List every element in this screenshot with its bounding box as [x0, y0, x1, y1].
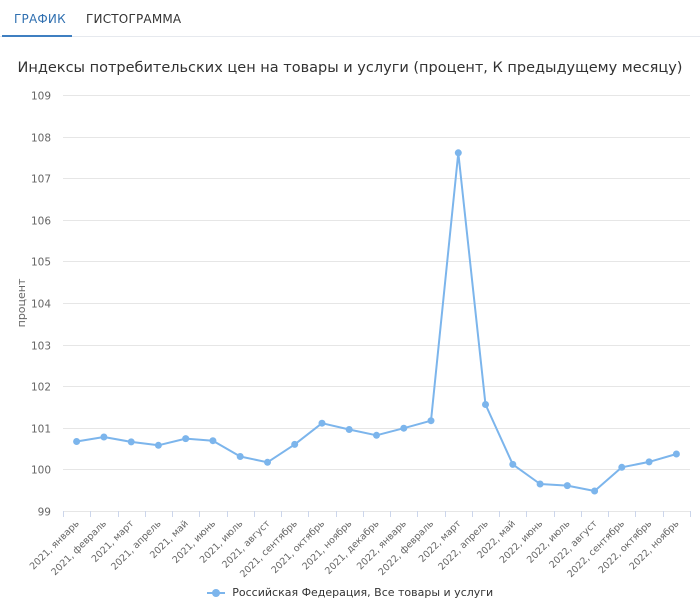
- data-point[interactable]: [509, 460, 517, 468]
- tab-chart-label: ГРАФИК: [14, 12, 66, 26]
- data-point[interactable]: [482, 401, 489, 408]
- y-tick-label: 101: [31, 424, 51, 436]
- y-axis-label: процент: [15, 278, 28, 327]
- active-tab-indicator: [2, 35, 72, 37]
- y-axis-ticks: 109 108 107 106 105 104 103 102 101 100 99: [31, 91, 51, 519]
- data-point[interactable]: [373, 431, 380, 439]
- data-point[interactable]: [182, 435, 190, 443]
- data-point[interactable]: [427, 417, 435, 425]
- y-tick-label: 102: [31, 382, 51, 394]
- data-point[interactable]: [264, 458, 271, 466]
- series-layer: [73, 149, 680, 495]
- data-point[interactable]: [645, 458, 653, 466]
- legend[interactable]: Российская Федерация, Все товары и услуг…: [0, 586, 700, 599]
- y-tick-label: 107: [31, 174, 51, 186]
- series-line: [75, 151, 678, 492]
- data-point[interactable]: [73, 438, 81, 445]
- data-point[interactable]: [563, 482, 571, 490]
- tab-histogram[interactable]: ГИСТОГРАММА: [86, 0, 181, 36]
- y-tick-label: 100: [31, 465, 51, 477]
- data-point[interactable]: [536, 480, 544, 488]
- grid-layer: [63, 95, 690, 512]
- data-point[interactable]: [454, 149, 462, 157]
- data-point[interactable]: [127, 438, 135, 446]
- data-point[interactable]: [345, 426, 353, 433]
- y-tick-label: 108: [31, 133, 51, 145]
- y-tick-label: 103: [31, 341, 51, 353]
- data-point[interactable]: [591, 487, 599, 495]
- x-tick-label: 2022, ноябрь: [627, 518, 681, 572]
- data-point[interactable]: [100, 433, 108, 441]
- chart-title: Индексы потребительских цен на товары и …: [17, 60, 683, 76]
- data-point[interactable]: [291, 440, 299, 448]
- tab-bar: ГРАФИК ГИСТОГРАММА: [0, 0, 700, 37]
- data-point[interactable]: [236, 453, 244, 460]
- tab-chart[interactable]: ГРАФИК: [14, 0, 66, 36]
- data-point[interactable]: [318, 419, 326, 427]
- data-point[interactable]: [618, 463, 626, 471]
- data-point[interactable]: [209, 437, 217, 445]
- data-point[interactable]: [672, 450, 680, 458]
- tab-histogram-label: ГИСТОГРАММА: [86, 12, 182, 26]
- legend-marker-icon: [206, 588, 225, 598]
- y-tick-label: 105: [31, 257, 51, 269]
- data-point[interactable]: [400, 424, 408, 432]
- y-tick-label: 104: [31, 299, 51, 311]
- y-tick-label: 99: [38, 507, 51, 519]
- legend-dot: [211, 589, 220, 597]
- y-tick-label: 109: [31, 91, 51, 103]
- data-point[interactable]: [154, 441, 162, 449]
- legend-label: Российская Федерация, Все товары и услуг…: [232, 586, 494, 599]
- y-tick-label: 106: [31, 216, 51, 228]
